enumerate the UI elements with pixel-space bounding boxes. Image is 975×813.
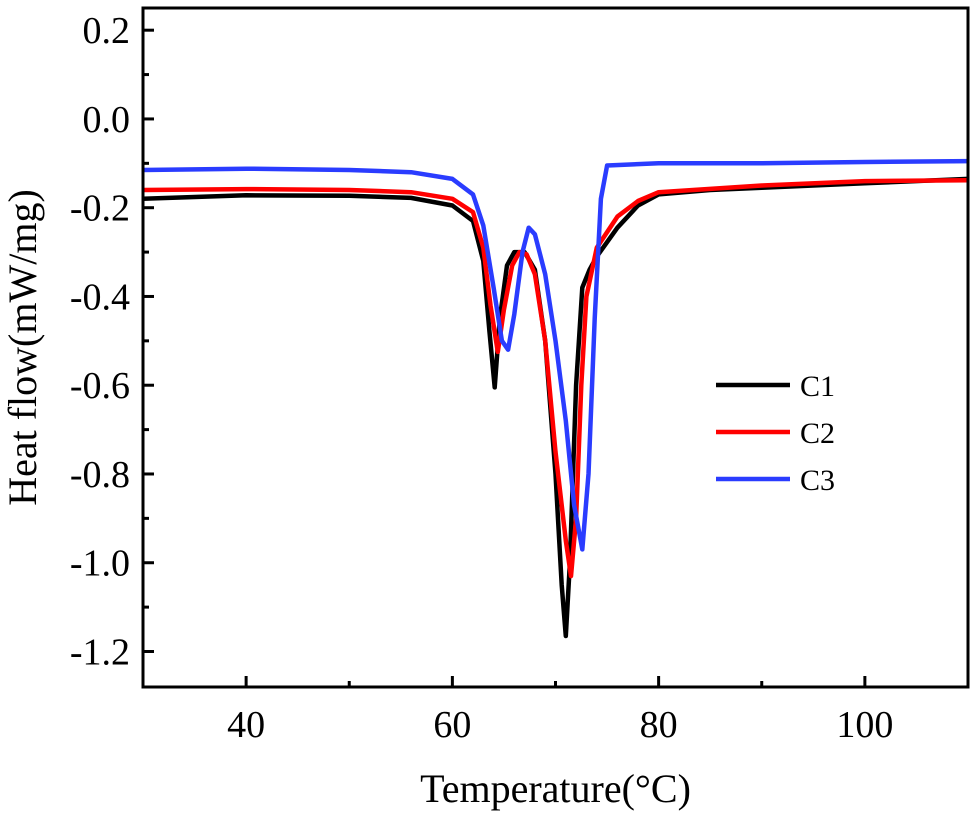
series-line-c1 (143, 176, 968, 639)
legend-label-c1: C1 (800, 370, 835, 403)
series-line-c2 (143, 177, 968, 579)
y-tick-label: -1.0 (70, 543, 130, 585)
series-layer (143, 158, 968, 639)
legend-label-c3: C3 (800, 464, 835, 497)
x-tick-label: 60 (433, 704, 471, 746)
y-tick-label: -0.4 (70, 276, 130, 318)
x-tick-label: 40 (227, 704, 265, 746)
y-tick-label: -0.2 (70, 188, 130, 230)
y-tick-label: -0.6 (70, 365, 130, 407)
legend-label-c2: C2 (800, 417, 835, 450)
y-axis-title: Heat flow(mW/mg) (0, 189, 45, 506)
y-tick-label: 0.0 (83, 99, 131, 141)
y-tick-label: -0.8 (70, 454, 130, 496)
labels-layer: 40 60 80 100 0.2 0.0 -0.2 -0.4 -0.6 -0.8 -1.0 -1.2 (70, 10, 894, 746)
legend: C1 C2 C3 (716, 370, 835, 497)
series-line-c3 (143, 158, 968, 552)
ticks-layer (141, 28, 970, 687)
x-tick-label: 100 (836, 704, 893, 746)
x-tick-label: 80 (640, 704, 678, 746)
y-tick-label: 0.2 (83, 10, 131, 52)
x-axis-title: Temperature(°C) (420, 766, 691, 811)
y-tick-label: -1.2 (70, 631, 130, 673)
